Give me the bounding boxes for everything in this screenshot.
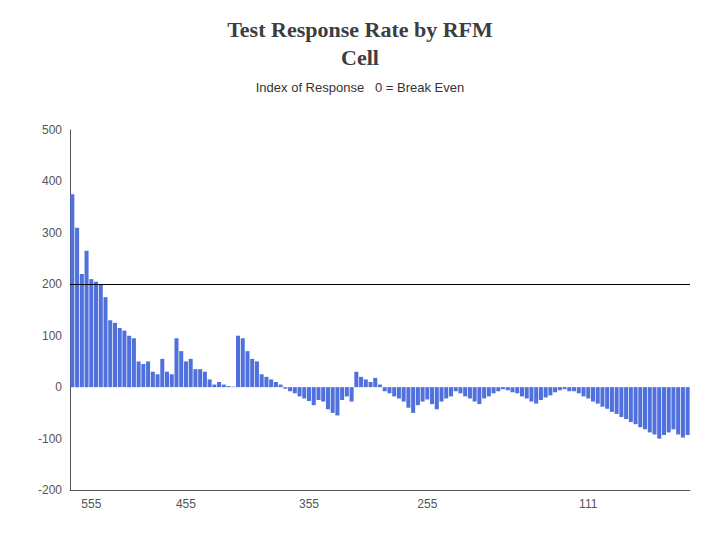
svg-text:111: 111 xyxy=(579,497,598,511)
svg-text:Cell: Cell xyxy=(341,45,379,70)
svg-text:100: 100 xyxy=(42,329,62,343)
svg-text:400: 400 xyxy=(42,174,62,188)
svg-text:455: 455 xyxy=(176,497,196,511)
svg-text:200: 200 xyxy=(42,277,62,291)
svg-text:-200: -200 xyxy=(38,483,62,497)
svg-text:Index of Response 0 = Break: Index of Response 0 = Break Even xyxy=(256,80,465,95)
svg-text:300: 300 xyxy=(42,226,62,240)
svg-text:-100: -100 xyxy=(38,432,62,446)
svg-text:0: 0 xyxy=(55,380,62,394)
svg-text:555: 555 xyxy=(81,497,101,511)
svg-text:Test Response Rate by RFM: Test Response Rate by RFM xyxy=(227,17,493,42)
svg-text:255: 255 xyxy=(417,497,437,511)
svg-text:500: 500 xyxy=(42,123,62,137)
svg-text:355: 355 xyxy=(299,497,319,511)
